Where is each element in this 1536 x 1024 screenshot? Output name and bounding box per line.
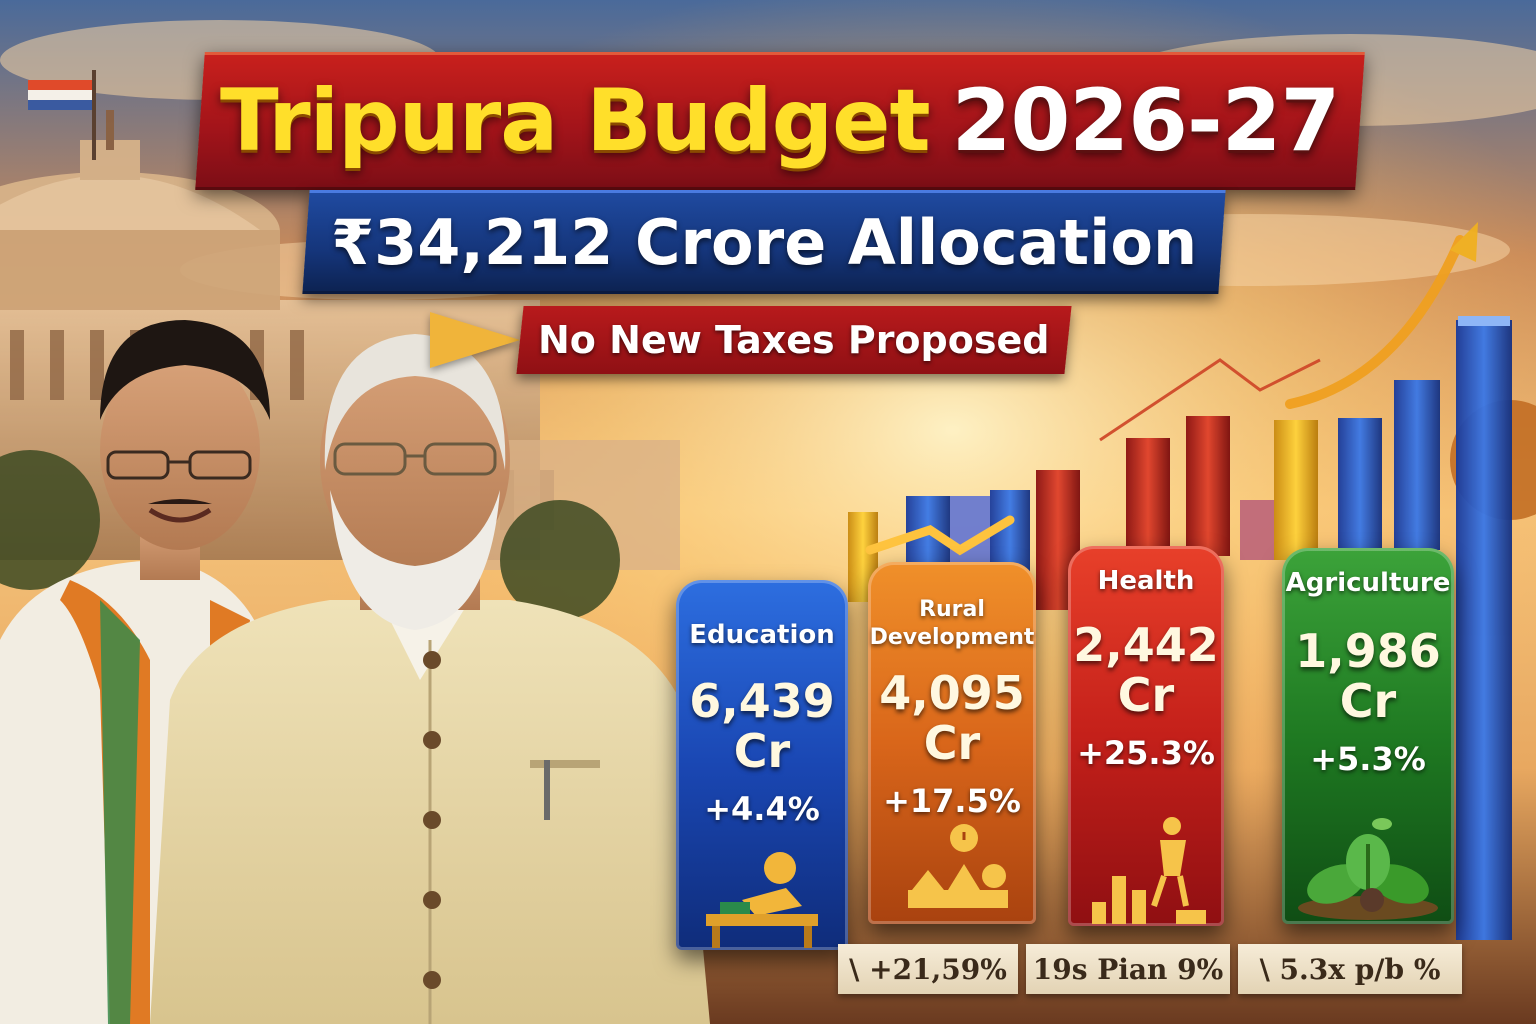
student-desk-icon <box>706 852 818 948</box>
sector-card-agriculture: Agriculture 1,986 Cr +5.3% <box>1282 548 1454 924</box>
sector-unit: Cr <box>1117 668 1175 722</box>
arrow-icon <box>430 312 520 368</box>
sector-value: 1,986 <box>1295 624 1441 678</box>
strip-item: \ +21,59% <box>838 944 1018 994</box>
sector-value: 6,439 <box>689 674 835 728</box>
person-right <box>150 334 710 1024</box>
strip-item: 19s Pian 9% <box>1026 944 1230 994</box>
title-part-1: Tripura Budget <box>220 71 930 171</box>
sector-change: +17.5% <box>883 782 1021 820</box>
village-icon <box>908 824 1008 908</box>
sector-unit: Cr <box>923 716 981 770</box>
sector-label-line-2: Development <box>869 625 1035 650</box>
sector-value: 2,442 <box>1073 618 1219 672</box>
page-title: Tripura Budget 2026-27 <box>220 71 1339 171</box>
strip-item: \ 5.3x p/b % <box>1238 944 1462 994</box>
sector-card-education: Education 6,439 Cr +4.4% <box>676 580 848 950</box>
sector-label-line-1: Rural <box>919 597 985 622</box>
allocation-text: ₹34,212 Crore Allocation <box>330 205 1198 279</box>
sector-label: Education <box>689 620 835 650</box>
sector-label: Health <box>1097 566 1195 596</box>
no-tax-banner: No New Taxes Proposed <box>516 306 1072 374</box>
sector-change: +5.3% <box>1310 740 1426 778</box>
sector-change: +25.3% <box>1077 734 1215 772</box>
sector-card-health: Health 2,442 Cr +25.3% <box>1068 546 1224 926</box>
no-tax-text: No New Taxes Proposed <box>538 318 1050 362</box>
sector-label: Rural Development <box>868 596 1036 652</box>
allocation-banner: ₹34,212 Crore Allocation <box>302 190 1226 294</box>
sector-unit: Cr <box>1339 674 1397 728</box>
sector-value: 4,095 <box>879 666 1025 720</box>
flag-icon <box>28 70 96 160</box>
sector-unit: Cr <box>733 724 791 778</box>
title-banner: Tripura Budget 2026-27 <box>195 52 1365 190</box>
health-growth-icon <box>1092 817 1206 924</box>
title-part-2: 2026-27 <box>951 71 1340 171</box>
plant-icon <box>1298 818 1438 920</box>
sector-change: +4.4% <box>704 790 820 828</box>
sector-card-rural-development: Rural Development 4,095 Cr +17.5% <box>868 562 1036 924</box>
sector-label: Agriculture <box>1285 568 1451 598</box>
